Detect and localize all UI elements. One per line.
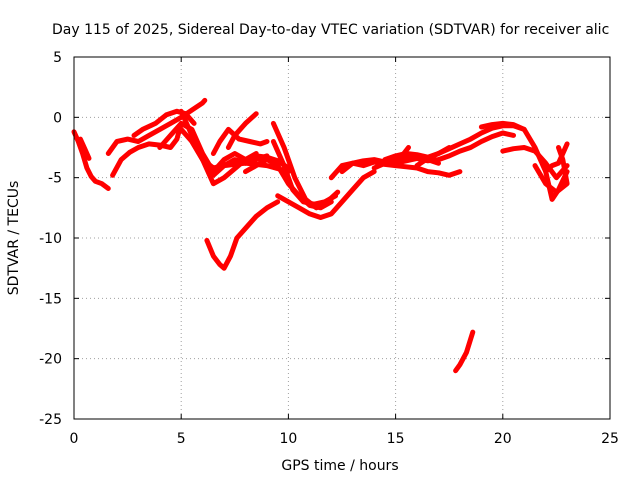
y-tick-label-3: -10 <box>39 231 62 247</box>
x-axis-label: GPS time / hours <box>281 458 398 474</box>
series-line-5 <box>131 108 197 138</box>
series-line-2 <box>77 136 92 161</box>
series-line-22 <box>393 145 411 169</box>
y-tick-label-5: 0 <box>53 110 62 126</box>
series-line-3 <box>105 97 208 156</box>
series-group <box>71 97 570 374</box>
series-line-28 <box>453 329 476 374</box>
series-line-24 <box>478 120 570 202</box>
x-tick-label-0: 0 <box>70 431 79 447</box>
series-line-17 <box>204 199 281 271</box>
series-line-10 <box>232 153 291 171</box>
series-line-12 <box>210 126 270 156</box>
grid <box>74 57 610 419</box>
x-tick-label-3: 15 <box>387 431 405 447</box>
y-tick-label-0: -25 <box>39 412 62 428</box>
y-tick-label-1: -20 <box>39 352 62 368</box>
x-tick-label-1: 5 <box>177 431 186 447</box>
x-tick-label-4: 20 <box>494 431 512 447</box>
series-line-15 <box>270 139 339 207</box>
series-line-21 <box>382 123 527 163</box>
y-tick-label-2: -15 <box>39 291 62 307</box>
x-tick-label-5: 25 <box>601 431 619 447</box>
y-tick-label-4: -5 <box>48 171 62 187</box>
series-line-23 <box>414 145 452 169</box>
series-line-11 <box>225 111 259 150</box>
y-axis-label: SDTVAR / TECUs <box>6 181 22 296</box>
series-line-27 <box>543 141 570 175</box>
series-line-25 <box>500 145 570 181</box>
series-line-4 <box>110 120 184 178</box>
y-tick-label-6: 5 <box>53 50 62 66</box>
axis-ticks: 0 5 10 15 20 25 -25 -20 -15 -10 -5 0 5 <box>39 50 619 447</box>
x-tick-label-2: 10 <box>279 431 297 447</box>
series-line-16 <box>275 169 377 220</box>
chart-title: Day 115 of 2025, Sidereal Day-to-day VTE… <box>52 22 609 38</box>
series-line-1 <box>71 129 111 191</box>
